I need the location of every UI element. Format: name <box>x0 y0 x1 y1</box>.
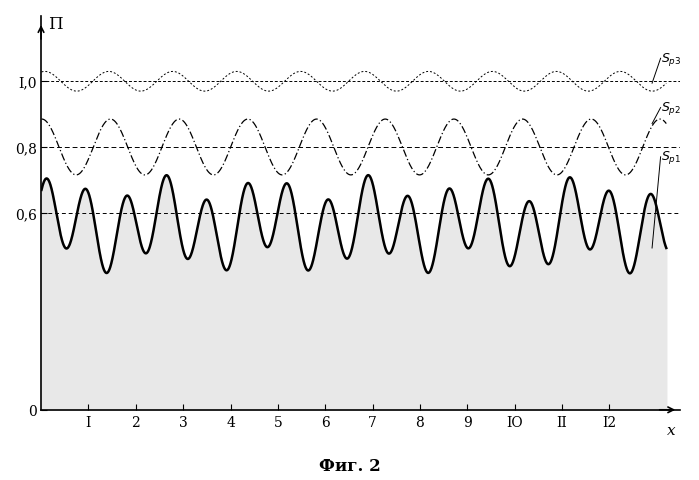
Text: Фиг. 2: Фиг. 2 <box>319 457 380 474</box>
Text: x: x <box>667 423 675 437</box>
Text: $S_{р3}$: $S_{р3}$ <box>661 51 681 68</box>
Text: $S_{р1}$: $S_{р1}$ <box>661 149 681 166</box>
Text: П: П <box>48 16 63 33</box>
Text: $S_{р2}$: $S_{р2}$ <box>661 100 681 117</box>
